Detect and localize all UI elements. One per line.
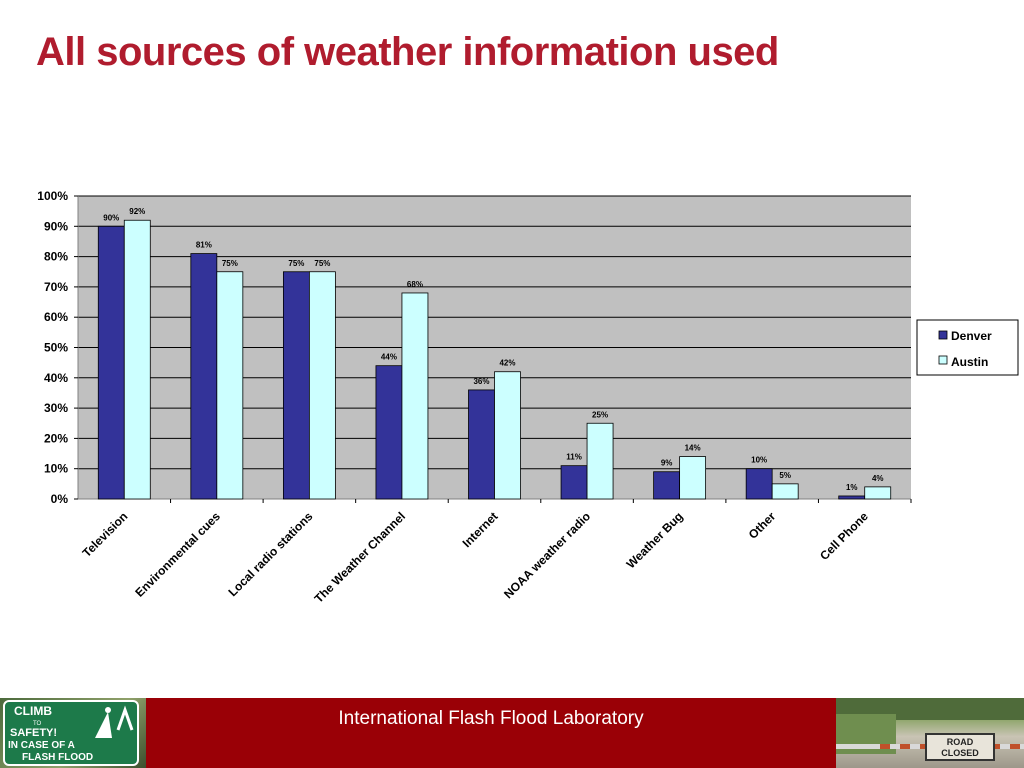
data-label-denver: 11% xyxy=(566,453,582,462)
data-label-austin: 5% xyxy=(779,471,791,480)
bar-austin xyxy=(308,271,336,500)
bar-denver xyxy=(653,471,681,500)
footer-bar: International Flash Flood Laboratory xyxy=(146,698,836,768)
data-label-denver: 10% xyxy=(751,456,767,465)
legend-box xyxy=(916,319,1019,376)
data-label-denver: 1% xyxy=(846,483,858,492)
bar-denver xyxy=(190,253,218,500)
footer: CLIMB TO SAFETY! IN CASE OF A FLASH FLOO… xyxy=(0,698,1024,768)
slide-title: All sources of weather information used xyxy=(36,30,779,74)
svg-text:ROAD: ROAD xyxy=(947,737,974,747)
svg-text:FLASH FLOOD: FLASH FLOOD xyxy=(22,752,93,763)
climb-to-safety-sign-image: CLIMB TO SAFETY! IN CASE OF A FLASH FLOO… xyxy=(0,698,146,768)
svg-text:IN CASE OF A: IN CASE OF A xyxy=(8,740,75,751)
bar-denver xyxy=(375,365,403,500)
y-tick-label: 20% xyxy=(44,431,68,445)
bar-chart: 0% 10% 20% 30% 40% 50% 60% 70% 80% 90% 100% 90% 92%… xyxy=(37,189,1019,606)
y-tick-label: 100% xyxy=(37,189,68,203)
y-tick-label: 0% xyxy=(51,492,69,506)
x-category-label: NOAA weather radio xyxy=(501,509,593,601)
y-tick-label: 30% xyxy=(44,401,68,415)
bar-austin xyxy=(586,422,614,500)
bar-austin xyxy=(216,271,244,500)
legend-swatch-denver xyxy=(938,330,948,340)
data-label-austin: 75% xyxy=(222,259,238,268)
data-label-austin: 42% xyxy=(499,359,515,368)
footer-text: International Flash Flood Laboratory xyxy=(338,708,644,729)
data-label-denver: 90% xyxy=(103,213,119,222)
bar-denver xyxy=(745,468,773,500)
x-category-label: The Weather Channel xyxy=(312,509,408,605)
svg-text:CLOSED: CLOSED xyxy=(941,748,979,758)
bars xyxy=(97,219,892,500)
bar-austin xyxy=(123,219,151,500)
x-category-label: Internet xyxy=(460,509,501,550)
x-category-label: Local radio stations xyxy=(225,509,315,599)
bar-denver xyxy=(838,495,866,500)
legend: Denver Austin xyxy=(916,319,1019,376)
bar-austin xyxy=(401,292,429,500)
x-category-label: Television xyxy=(80,509,131,560)
y-tick-label: 50% xyxy=(44,341,68,355)
x-category-label: Environmental cues xyxy=(132,509,223,600)
x-category-label: Weather Bug xyxy=(624,509,686,571)
data-label-denver: 9% xyxy=(661,459,673,468)
x-category-label: Cell Phone xyxy=(817,509,871,563)
data-label-denver: 75% xyxy=(288,259,304,268)
bar-denver xyxy=(468,389,495,500)
data-label-austin: 4% xyxy=(872,474,884,483)
bar-austin xyxy=(494,371,521,500)
svg-text:CLIMB: CLIMB xyxy=(14,704,52,718)
x-category-label: Other xyxy=(746,509,779,542)
bar-austin xyxy=(771,483,799,500)
legend-label-austin: Austin xyxy=(951,355,988,369)
y-tick-label: 60% xyxy=(44,310,68,324)
svg-text:SAFETY!: SAFETY! xyxy=(10,727,57,739)
y-tick-label: 80% xyxy=(44,250,68,264)
svg-text:TO: TO xyxy=(33,721,42,727)
y-tick-label: 70% xyxy=(44,280,68,294)
bar-austin xyxy=(679,456,707,500)
legend-swatch-austin xyxy=(938,355,948,365)
bar-denver xyxy=(560,465,588,500)
legend-label-denver: Denver xyxy=(951,329,992,343)
data-labels: 90% 92% 81% 75% 75% 75% 44% 68% 36% 42% 11% 25% 9% 14… xyxy=(103,207,883,492)
data-label-austin: 14% xyxy=(685,444,701,453)
y-tick-label: 10% xyxy=(44,462,68,476)
data-label-denver: 44% xyxy=(381,353,397,362)
road-closed-photo: ROAD CLOSED xyxy=(836,698,1024,768)
y-tick-label: 40% xyxy=(44,371,68,385)
bar-austin xyxy=(864,486,892,500)
bar-denver xyxy=(97,225,125,500)
bar-denver xyxy=(282,271,310,500)
y-tick-label: 90% xyxy=(44,219,68,233)
data-label-denver: 36% xyxy=(473,377,489,386)
y-axis-tick-labels: 0% 10% 20% 30% 40% 50% 60% 70% 80% 90% 100% xyxy=(37,189,78,506)
data-label-austin: 75% xyxy=(314,259,330,268)
data-label-austin: 92% xyxy=(129,207,145,216)
data-label-denver: 81% xyxy=(196,241,212,250)
x-axis-category-labels: Television Environmental cues Local radio … xyxy=(80,499,912,606)
data-label-austin: 25% xyxy=(592,410,608,419)
data-label-austin: 68% xyxy=(407,280,423,289)
